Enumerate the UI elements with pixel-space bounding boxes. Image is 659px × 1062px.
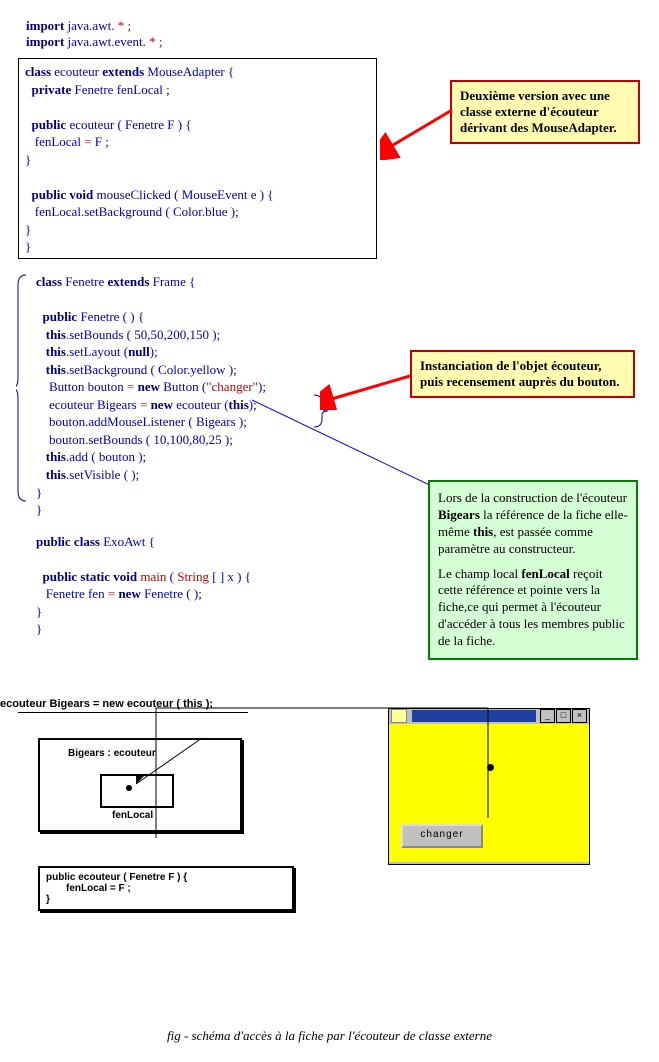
dot-icon	[126, 785, 132, 791]
ctor-box: public ecouteur ( Fenetre F ) { fenLocal…	[38, 866, 294, 911]
mock-window: _ □ × changer	[388, 708, 590, 865]
uml-arrow-icon	[122, 736, 222, 792]
titlebar: _ □ ×	[389, 709, 589, 724]
maximize-icon[interactable]: □	[556, 709, 571, 723]
blue-arrow-icon	[250, 390, 450, 500]
import-line-2: import java.awt.event. * ;	[26, 34, 641, 50]
minimize-icon[interactable]: _	[540, 709, 555, 723]
callout-p2: Le champ local fenLocal reçoit cette réf…	[438, 566, 628, 650]
callout-explanation: Lors de la construction de l'écouteur Bi…	[428, 480, 638, 660]
ecouteur-class-box: class ecouteur extends MouseAdapter { pr…	[18, 58, 377, 259]
kw-import: import	[26, 34, 64, 49]
callout-p1: Lors de la construction de l'écouteur Bi…	[438, 490, 628, 558]
kw-import: import	[26, 18, 64, 33]
window-icon	[391, 709, 407, 723]
changer-button[interactable]: changer	[401, 824, 483, 848]
uml-bigears-box: Bigears : ecouteur fenLocal	[38, 738, 242, 832]
left-brace-icon	[16, 273, 30, 503]
callout-version: Deuxième version avec une classe externe…	[450, 80, 640, 144]
titlebar-fill	[412, 710, 536, 722]
figure-caption: fig - schéma d'accès à la fiche par l'éc…	[18, 1028, 641, 1044]
hline-icon	[18, 712, 248, 713]
close-icon[interactable]: ×	[572, 709, 587, 723]
window-body: changer	[389, 724, 589, 862]
diag-code-top: ecouteur Bigears = new ecouteur ( this )…	[0, 698, 213, 710]
uml-inner-box	[100, 774, 174, 808]
import-line-1: import java.awt. * ;	[26, 18, 641, 34]
target-dot-icon	[487, 764, 494, 771]
diagram-area: ecouteur Bigears = new ecouteur ( this )…	[18, 698, 641, 998]
